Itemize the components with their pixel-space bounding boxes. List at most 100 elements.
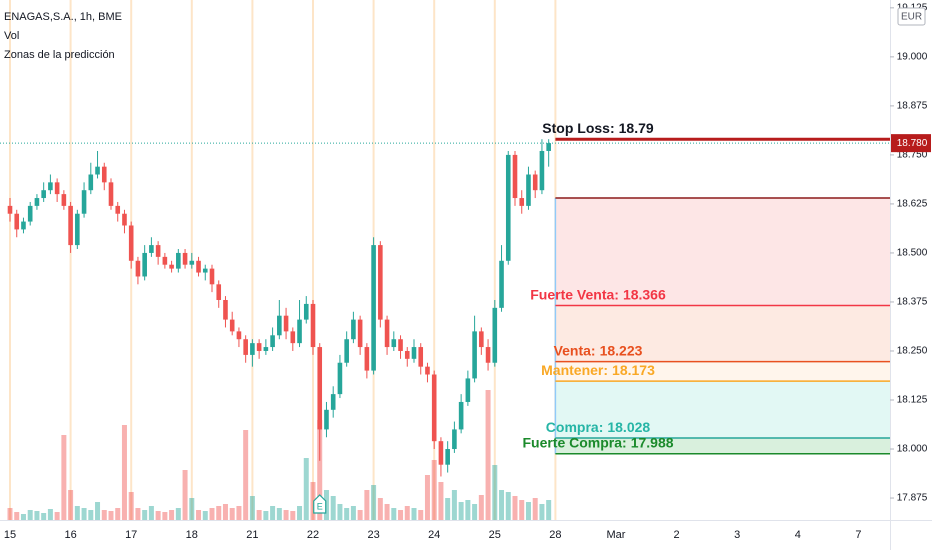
volume-bar (108, 511, 114, 520)
candle-body (404, 350, 410, 359)
candle-body (155, 245, 161, 257)
volume-bar (276, 508, 282, 520)
x-tick-label: 7 (855, 529, 861, 541)
x-tick-label: 2 (674, 529, 680, 541)
y-tick-label: 18.750 (897, 150, 928, 161)
event-label: E (317, 501, 323, 511)
volume-bar (424, 475, 430, 520)
level-label: Stop Loss: 18.79 (542, 120, 654, 136)
candle-body (196, 260, 201, 273)
event-icon (313, 494, 327, 514)
volume-bar (229, 508, 235, 520)
volume-bar (142, 510, 148, 520)
candle-body (95, 166, 100, 175)
currency-box[interactable] (897, 7, 926, 26)
candle-body (142, 252, 147, 277)
candle-body (68, 205, 73, 246)
candle-body (297, 319, 302, 344)
candle-body (465, 378, 471, 402)
volume-bar (115, 508, 121, 520)
y-tick-label: 18.000 (897, 444, 928, 455)
volume-bar (41, 513, 47, 520)
candle-body (236, 331, 242, 340)
candle-body (229, 319, 235, 332)
volume-bar (270, 506, 276, 520)
candle-body (458, 401, 464, 430)
y-tick-label: 18.125 (897, 395, 928, 406)
candle-body (505, 154, 511, 261)
volume-bar (74, 506, 80, 520)
candle-body (108, 182, 114, 206)
volume-bar (323, 490, 329, 520)
candle-body (128, 225, 134, 261)
level-value: 17.988 (631, 434, 674, 450)
volume-bar (525, 502, 531, 520)
volume-bar (209, 508, 215, 520)
volume-bar (519, 500, 525, 520)
volume-bar (182, 470, 188, 520)
zone (555, 305, 890, 362)
candle-body (256, 343, 262, 351)
volume-bar (249, 496, 255, 520)
volume-bar (532, 498, 538, 520)
volume-bar (310, 482, 316, 520)
volume-bar (505, 492, 511, 520)
level-value: 18.366 (623, 286, 666, 302)
volume-bar (47, 509, 53, 520)
level-label: Compra: 18.028 (546, 419, 651, 435)
candle-body (519, 198, 525, 206)
volume-bar (68, 490, 74, 520)
candle-body (277, 315, 282, 336)
x-tick-label: 28 (549, 529, 561, 541)
candle-body (7, 205, 13, 214)
candle-body (149, 245, 154, 253)
candle-body (250, 343, 255, 355)
volume-bar (95, 502, 101, 520)
volume-bar (162, 512, 168, 520)
volume-bar (263, 511, 269, 520)
candle-body (485, 347, 491, 363)
volume-bar (391, 508, 397, 520)
candle-body (14, 213, 20, 230)
level-name: Mantener: (541, 362, 608, 378)
volume-bar (472, 504, 478, 520)
candle-body (384, 319, 390, 348)
currency-label[interactable]: EUR (901, 12, 922, 23)
y-tick-label: 18.375 (897, 297, 928, 308)
level-name: Stop Loss: (542, 120, 614, 136)
volume-bar (14, 512, 20, 520)
zone (555, 438, 890, 454)
volume-bar (27, 510, 33, 520)
y-tick-label: 17.875 (897, 493, 928, 504)
candle-body (364, 347, 370, 371)
volume-bar (546, 500, 552, 520)
candle-body (34, 198, 40, 206)
level-value: 18.173 (612, 362, 655, 378)
volume-bar (512, 496, 518, 520)
candle-body (162, 256, 168, 265)
volume-bar (101, 510, 107, 520)
volume-bar (418, 510, 424, 520)
level-label: Mantener: 18.173 (541, 362, 655, 378)
candle-body (418, 347, 424, 367)
candle-body (492, 307, 498, 363)
level-value: 18.028 (607, 419, 650, 435)
x-tick-label: 18 (186, 529, 198, 541)
volume-bar (283, 510, 289, 520)
x-tick-label: 17 (125, 529, 137, 541)
volume-bar (357, 510, 363, 520)
candle-body (526, 174, 531, 206)
volume-bar (7, 508, 13, 520)
candle-body (27, 205, 33, 222)
zone (555, 381, 890, 439)
volume-bar (20, 514, 26, 520)
volume-bar (88, 510, 94, 520)
volume-bar (290, 511, 296, 520)
candle-body (324, 409, 329, 430)
chart-title: ENAGAS,S.A., 1h, BME (4, 11, 122, 23)
candle-body (61, 194, 67, 206)
volume-bar (458, 502, 464, 520)
candle-body (539, 150, 545, 191)
x-tick-label: 22 (307, 529, 319, 541)
